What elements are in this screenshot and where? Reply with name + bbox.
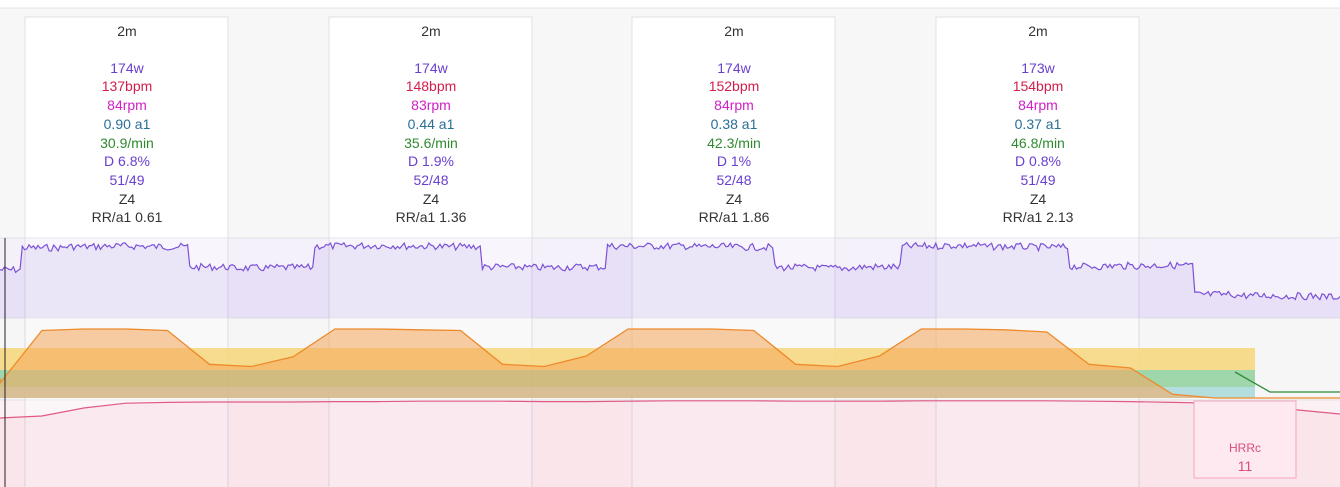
interval-resp: 35.6/min [404, 134, 458, 151]
interval-zone: Z4 [422, 190, 440, 207]
interval-bpm: 154bpm [1012, 78, 1064, 95]
heart-rate-series [0, 400, 1340, 487]
power-line [0, 241, 1340, 301]
interval-zone: Z4 [1029, 190, 1047, 207]
hr-area [0, 400, 1340, 487]
zone-band-series [0, 328, 1340, 399]
hr-line [0, 400, 1340, 419]
power-series [0, 241, 1340, 318]
interval-decoupling: D 0.8% [1015, 153, 1061, 170]
interval-rpm: 84rpm [107, 97, 147, 114]
interval-bpm: 148bpm [405, 78, 457, 95]
interval-decoupling: D 1% [716, 153, 752, 170]
interval-rpm: 84rpm [714, 97, 754, 114]
hr-panel-bg [0, 400, 1340, 487]
interval-label[interactable]: 2m 174w 152bpm 84rpm 0.38 a1 42.3/min D … [632, 22, 836, 227]
interval-a1: 0.38 a1 [710, 115, 758, 132]
interval-rpm: 83rpm [411, 97, 451, 114]
interval-a1: 0.44 a1 [407, 115, 455, 132]
interval-rr-a1: RR/a1 1.86 [698, 209, 770, 226]
interval-a1: 0.37 a1 [1014, 115, 1062, 132]
hrrc-label: HRRc [1229, 441, 1261, 455]
interval-watts: 174w [717, 59, 751, 76]
power-panel-bg [0, 238, 1340, 318]
interval-balance: 51/49 [1020, 171, 1056, 188]
interval-duration: 2m [724, 23, 744, 39]
interval-rr-a1: RR/a1 1.36 [395, 209, 467, 226]
interval-card [631, 16, 836, 239]
interval-label[interactable]: 2m 173w 154bpm 84rpm 0.37 a1 46.8/min D … [936, 22, 1140, 227]
hrrc-box [1193, 400, 1297, 479]
interval-a1: 0.90 a1 [103, 115, 151, 132]
interval-balance: 51/49 [109, 171, 145, 188]
interval-watts: 173w [1021, 59, 1055, 76]
interval-decoupling: D 6.8% [104, 153, 150, 170]
interval-duration: 2m [1028, 23, 1048, 39]
interval-decoupling: D 1.9% [408, 153, 454, 170]
interval-resp: 46.8/min [1011, 134, 1065, 151]
interval-resp: 30.9/min [100, 134, 154, 151]
interval-bpm: 137bpm [101, 78, 153, 95]
interval-watts: 174w [414, 59, 448, 76]
interval-zone: Z4 [725, 190, 743, 207]
interval-rr-a1: RR/a1 2.13 [1002, 209, 1074, 226]
interval-bpm: 152bpm [708, 78, 760, 95]
interval-resp: 42.3/min [707, 134, 761, 151]
interval-label[interactable]: 2m 174w 137bpm 84rpm 0.90 a1 30.9/min D … [25, 22, 229, 227]
interval-zone: Z4 [118, 190, 136, 207]
interval-balance: 52/48 [413, 171, 449, 188]
interval-rr-a1: RR/a1 0.61 [91, 209, 163, 226]
interval-watts: 174w [110, 59, 144, 76]
interval-duration: 2m [117, 23, 137, 39]
zone-tail-line [1234, 371, 1340, 393]
interval-duration: 2m [421, 23, 441, 39]
interval-card [24, 16, 229, 239]
zone-line [0, 328, 1340, 399]
interval-label[interactable]: 2m 174w 148bpm 83rpm 0.44 a1 35.6/min D … [329, 22, 533, 227]
interval-balance: 52/48 [716, 171, 752, 188]
hrrc-value: 11 [1237, 458, 1253, 474]
power-area [0, 242, 1340, 318]
interval-card [328, 16, 533, 239]
zone-tempo-area [0, 329, 1340, 398]
interval-card [935, 16, 1140, 239]
interval-rpm: 84rpm [1018, 97, 1058, 114]
